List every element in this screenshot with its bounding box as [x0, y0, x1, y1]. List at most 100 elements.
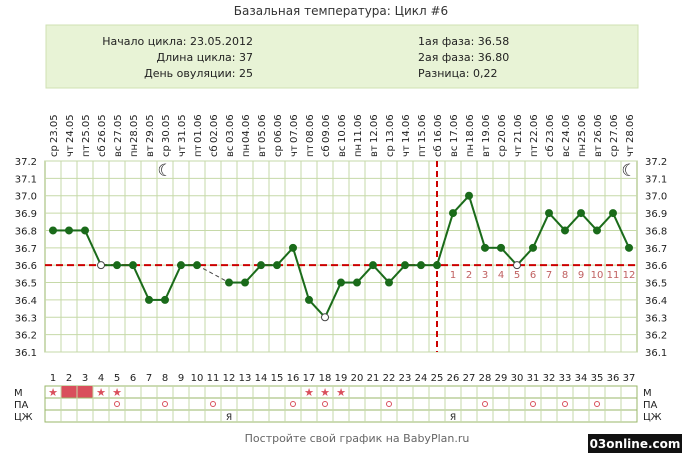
cycle-day-number: 31 [527, 373, 540, 384]
data-point [353, 278, 361, 287]
weekday-label: сб [97, 145, 108, 157]
cycle-day-number: 18 [319, 373, 332, 384]
cycle-day-number: 28 [479, 373, 492, 384]
date-label: 25.05 [81, 114, 92, 143]
cycle-day-number: 14 [255, 373, 268, 384]
chart-title: Базальная температура: Цикл #6 [234, 4, 448, 18]
data-point [465, 191, 473, 200]
menstruation-bar [61, 386, 77, 398]
cycle-day-number: 8 [162, 373, 168, 384]
cycle-day-number: 16 [287, 373, 300, 384]
cm-mark: Я [450, 413, 456, 423]
date-label: 19.06 [481, 114, 492, 143]
weekday-label: вс [113, 146, 124, 157]
menstruation-star: ★ [320, 386, 330, 399]
table-row-label-left: М [14, 388, 23, 399]
date-label: 24.06 [561, 114, 572, 143]
intercourse-mark [114, 401, 120, 407]
cycle-day-number: 32 [543, 373, 556, 384]
y-tick-left: 36.7 [15, 244, 37, 255]
cycle-day-number: 35 [591, 373, 604, 384]
series-segment [132, 264, 150, 301]
weekday-label: вт [145, 145, 156, 157]
y-tick-right: 36.5 [645, 279, 667, 290]
weekday-label: вт [257, 145, 268, 157]
weekday-label: вс [337, 146, 348, 157]
weekday-label: пн [577, 144, 588, 157]
date-label: 21.06 [513, 114, 524, 143]
weekday-label: сб [321, 145, 332, 157]
weekday-label: вт [481, 145, 492, 157]
data-point [593, 226, 601, 235]
cycle-day-number: 33 [559, 373, 572, 384]
date-label: 24.05 [65, 114, 76, 143]
menstruation-star: ★ [48, 386, 58, 399]
menstruation-star: ★ [96, 386, 106, 399]
moon-icon: ☾ [621, 161, 636, 181]
weekday-label: вс [449, 146, 460, 157]
menstruation-star: ★ [112, 386, 122, 399]
y-tick-left: 36.8 [15, 226, 37, 237]
cycle-day-number: 11 [207, 373, 220, 384]
date-label: 18.06 [465, 114, 476, 143]
weekday-label: пн [353, 144, 364, 157]
luteal-day-number: 5 [514, 270, 520, 281]
intercourse-mark [210, 401, 216, 407]
y-tick-left: 36.6 [15, 261, 37, 272]
luteal-day-number: 6 [530, 270, 536, 281]
date-label: 13.06 [385, 114, 396, 143]
cycle-info-left: Начало цикла: 23.05.2012 Длина цикла: 37 Д… [102, 35, 253, 80]
cycle-day-number: 1 [50, 373, 56, 384]
data-point [145, 295, 153, 304]
series-segment [84, 230, 102, 266]
data-point [97, 261, 105, 270]
intercourse-mark [482, 401, 488, 407]
y-tick-left: 37.2 [15, 157, 37, 168]
cycle-day-number: 26 [447, 373, 460, 384]
weekday-label: пт [81, 144, 92, 157]
date-label: 28.06 [625, 114, 636, 143]
y-tick-right: 36.1 [645, 348, 667, 359]
data-point [577, 209, 585, 218]
data-point [225, 278, 233, 287]
cycle-day-number: 36 [607, 373, 620, 384]
weekday-label: вт [369, 145, 380, 157]
weekday-label: ср [49, 145, 60, 157]
weekday-label: вс [561, 146, 572, 157]
cycle-info-line: Длина цикла: 37 [157, 51, 253, 64]
y-tick-right: 36.6 [645, 261, 667, 272]
date-label: 14.06 [401, 114, 412, 143]
plot-frame [44, 160, 638, 353]
data-point [385, 278, 393, 287]
date-label: 26.05 [97, 114, 108, 143]
series-segment [436, 212, 454, 266]
series-segment [532, 212, 550, 249]
y-tick-left: 36.2 [15, 331, 37, 342]
y-tick-left: 36.5 [15, 279, 37, 290]
cycle-day-number: 9 [178, 373, 184, 384]
data-point [561, 226, 569, 235]
cycle-day-number: 4 [98, 373, 104, 384]
table-row-label-right: ПА [643, 400, 658, 411]
date-label: 15.06 [417, 114, 428, 143]
weekday-label: ср [497, 145, 508, 157]
luteal-day-number: 10 [591, 270, 604, 281]
cycle-day-number: 13 [239, 373, 252, 384]
date-label: 08.06 [305, 114, 316, 143]
intercourse-mark [162, 401, 168, 407]
cycle-day-number: 34 [575, 373, 588, 384]
data-point [289, 243, 297, 252]
y-tick-right: 37.2 [645, 157, 667, 168]
cycle-info-line: Начало цикла: 23.05.2012 [102, 35, 253, 48]
weekday-label: чт [65, 145, 76, 157]
cycle-info-line: День овуляции: 25 [144, 67, 253, 80]
cycle-day-number: 17 [303, 373, 316, 384]
date-label: 16.06 [433, 114, 444, 143]
date-label: 20.06 [497, 114, 508, 143]
table-row-label-left: ЦЖ [14, 412, 33, 423]
y-tick-left: 36.4 [15, 296, 37, 307]
date-label: 06.06 [273, 114, 284, 143]
data-point [625, 243, 633, 252]
weekday-label: ср [161, 145, 172, 157]
